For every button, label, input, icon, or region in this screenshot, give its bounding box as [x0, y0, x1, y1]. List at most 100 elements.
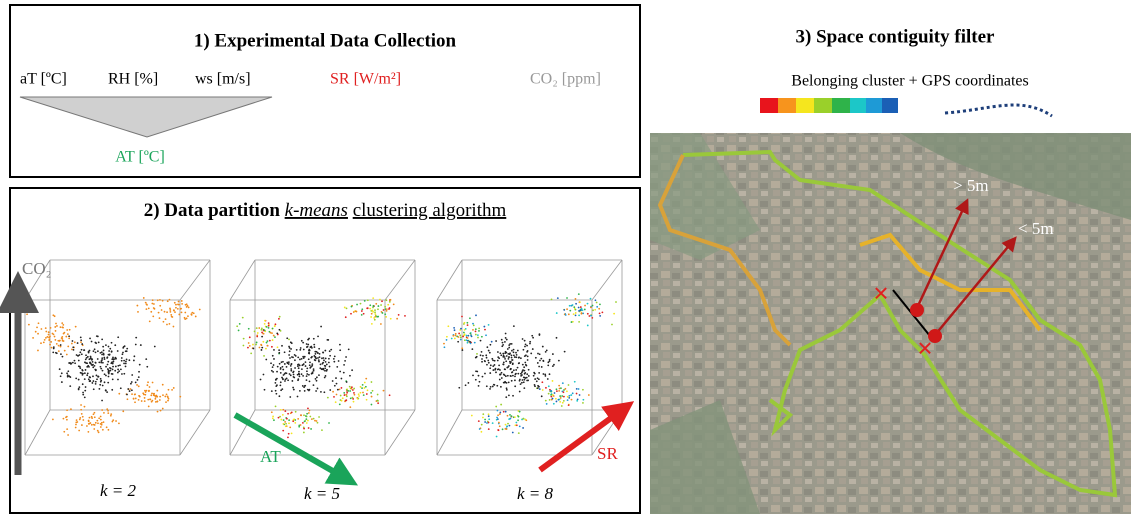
scatter-point [321, 429, 323, 431]
scatter-point [588, 315, 590, 317]
scatter-point [181, 312, 183, 314]
scatter-point [61, 372, 63, 374]
scatter-point [514, 416, 516, 418]
scatter-point [120, 387, 122, 389]
scatter-point [472, 323, 474, 325]
scatter-point [582, 309, 584, 311]
scatter-point [308, 427, 310, 429]
scatter-point [280, 372, 282, 374]
scatter-point [313, 370, 315, 372]
scatter-point [563, 400, 565, 402]
scatter-point [125, 361, 127, 363]
scatter-point [488, 428, 490, 430]
scatter-point [371, 310, 373, 312]
scatter-point [98, 341, 100, 343]
panel-title: 3) Space contiguity filter [796, 26, 996, 47]
scatter-point [301, 368, 303, 370]
scatter-point [271, 411, 273, 413]
scatter-point [139, 364, 141, 366]
scatter-point [280, 368, 282, 370]
scatter-point [122, 353, 124, 355]
scatter-point [344, 307, 346, 309]
scatter-point [306, 422, 308, 424]
scatter-point [105, 344, 107, 346]
scatter-point [508, 347, 510, 349]
scatter-point [99, 384, 101, 386]
scatter-point [404, 315, 406, 317]
scatter-point [275, 390, 277, 392]
scatter-point [341, 387, 343, 389]
scatter-point [84, 406, 86, 408]
scatter-point [309, 367, 311, 369]
scatter-point [324, 367, 326, 369]
scatter-point [480, 431, 482, 433]
scatter-point [104, 358, 106, 360]
scatter-point [362, 392, 364, 394]
scatter-point [261, 328, 263, 330]
scatter-point [361, 310, 363, 312]
scatter-point [290, 348, 292, 350]
scatter-point [188, 307, 190, 309]
scatter-point [381, 300, 383, 302]
scatter-point [78, 389, 80, 391]
scatter-point [374, 311, 376, 313]
scatter-point [288, 433, 290, 435]
scatter-point [510, 368, 512, 370]
scatter-point [346, 381, 348, 383]
scatter-point [298, 426, 300, 428]
scatter-point [272, 355, 274, 357]
scatter-point [308, 358, 310, 360]
scatter-point [336, 366, 338, 368]
scatter-point [243, 338, 245, 340]
scatter-point [472, 374, 474, 376]
scatter-point [503, 373, 505, 375]
scatter-point [567, 399, 569, 401]
scatter-point [101, 409, 103, 411]
scatter-point [133, 398, 135, 400]
scatter-point [480, 340, 482, 342]
scatter-point [317, 422, 319, 424]
scatter-point [369, 308, 371, 310]
scatter-point [323, 359, 325, 361]
scatter-point [349, 390, 351, 392]
scatter-point [247, 347, 249, 349]
scatter-point [547, 361, 549, 363]
scatter-point [533, 375, 535, 377]
scatter-point [261, 336, 263, 338]
scatter-point [68, 335, 70, 337]
scatter-point [98, 417, 100, 419]
scatter-point [289, 357, 291, 359]
scatter-point [88, 378, 90, 380]
scatter-point [471, 415, 473, 417]
scatter-point [55, 330, 57, 332]
scatter-point [307, 344, 309, 346]
scatter-point [306, 413, 308, 415]
scatter-point [349, 406, 351, 408]
scatter-point [528, 369, 530, 371]
scatter-point [494, 360, 496, 362]
scatter-point [52, 314, 54, 316]
scatter-point [346, 395, 348, 397]
scatter-point [542, 389, 544, 391]
scatter-point [342, 397, 344, 399]
scatter-point [85, 369, 87, 371]
scatter-point [70, 408, 72, 410]
scatter-point [566, 297, 568, 299]
scatter-point [298, 374, 300, 376]
scatter-point [48, 339, 50, 341]
scatter-point [61, 336, 63, 338]
scatter-point [443, 343, 445, 345]
scatter-point [316, 376, 318, 378]
scatter-point [164, 311, 166, 313]
scatter-point [249, 345, 251, 347]
scatter-point [94, 369, 96, 371]
scatter-point [280, 419, 282, 421]
scatter-point [278, 395, 280, 397]
scatter-point [501, 377, 503, 379]
scatter-point [451, 338, 453, 340]
scatter-point [75, 427, 77, 429]
scatter-point [469, 341, 471, 343]
scatter-point [112, 357, 114, 359]
scatter-point [503, 361, 505, 363]
scatter-point [370, 316, 372, 318]
